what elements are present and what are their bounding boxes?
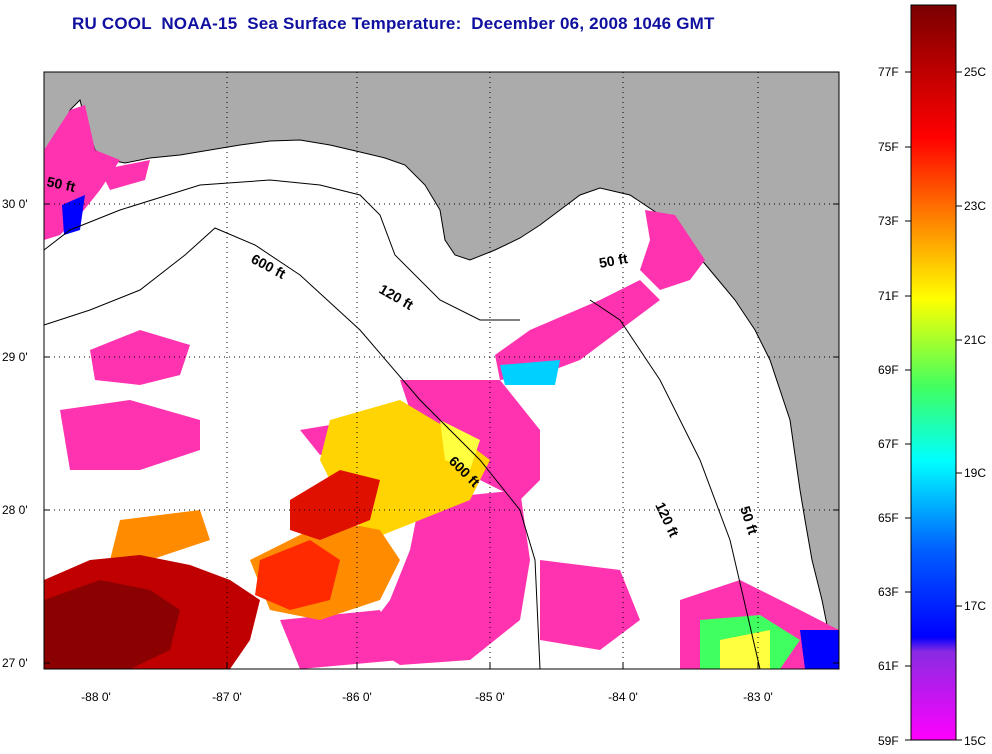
lat-label-27: 27 0' [2, 656, 28, 670]
lon-label-86: -86 0' [342, 690, 372, 704]
cb-label-25c: 25C [964, 65, 986, 79]
cb-label-63f: 63F [878, 585, 899, 599]
cb-label-77f: 77F [878, 65, 899, 79]
colorbar [910, 4, 957, 741]
cb-label-73f: 73F [878, 214, 899, 228]
lon-label-85: -85 0' [475, 690, 505, 704]
lat-label-28: 28 0' [2, 503, 28, 517]
map-title: RU COOL NOAA-15 Sea Surface Temperature:… [72, 14, 715, 33]
isobath-label-west-50: 50 ft [45, 173, 77, 195]
isobath-label-east-50: 50 ft [598, 250, 629, 271]
cb-label-59f: 59F [878, 734, 899, 748]
lon-label-83: -83 0' [743, 690, 773, 704]
cb-label-61f: 61F [878, 659, 899, 673]
cb-label-21c: 21C [964, 333, 986, 347]
lon-label-84: -84 0' [608, 690, 638, 704]
cb-label-23c: 23C [964, 199, 986, 213]
lat-label-30: 30 0' [2, 197, 28, 211]
cb-label-67f: 67F [878, 437, 899, 451]
lat-label-29: 29 0' [2, 350, 28, 364]
cb-label-15c: 15C [964, 734, 986, 748]
cb-label-75f: 75F [878, 140, 899, 154]
cb-label-71f: 71F [878, 289, 899, 303]
land-mass [44, 72, 839, 666]
cb-label-65f: 65F [878, 511, 899, 525]
tick-marks [44, 203, 839, 669]
cb-label-69f: 69F [878, 363, 899, 377]
cb-label-17c: 17C [964, 599, 986, 613]
lon-label-87: -87 0' [212, 690, 242, 704]
lon-label-88: -88 0' [81, 690, 111, 704]
map-border [43, 71, 840, 670]
cb-label-19c: 19C [964, 466, 986, 480]
sst-warm-patches [44, 470, 380, 669]
colorbar-ticks [905, 71, 962, 741]
